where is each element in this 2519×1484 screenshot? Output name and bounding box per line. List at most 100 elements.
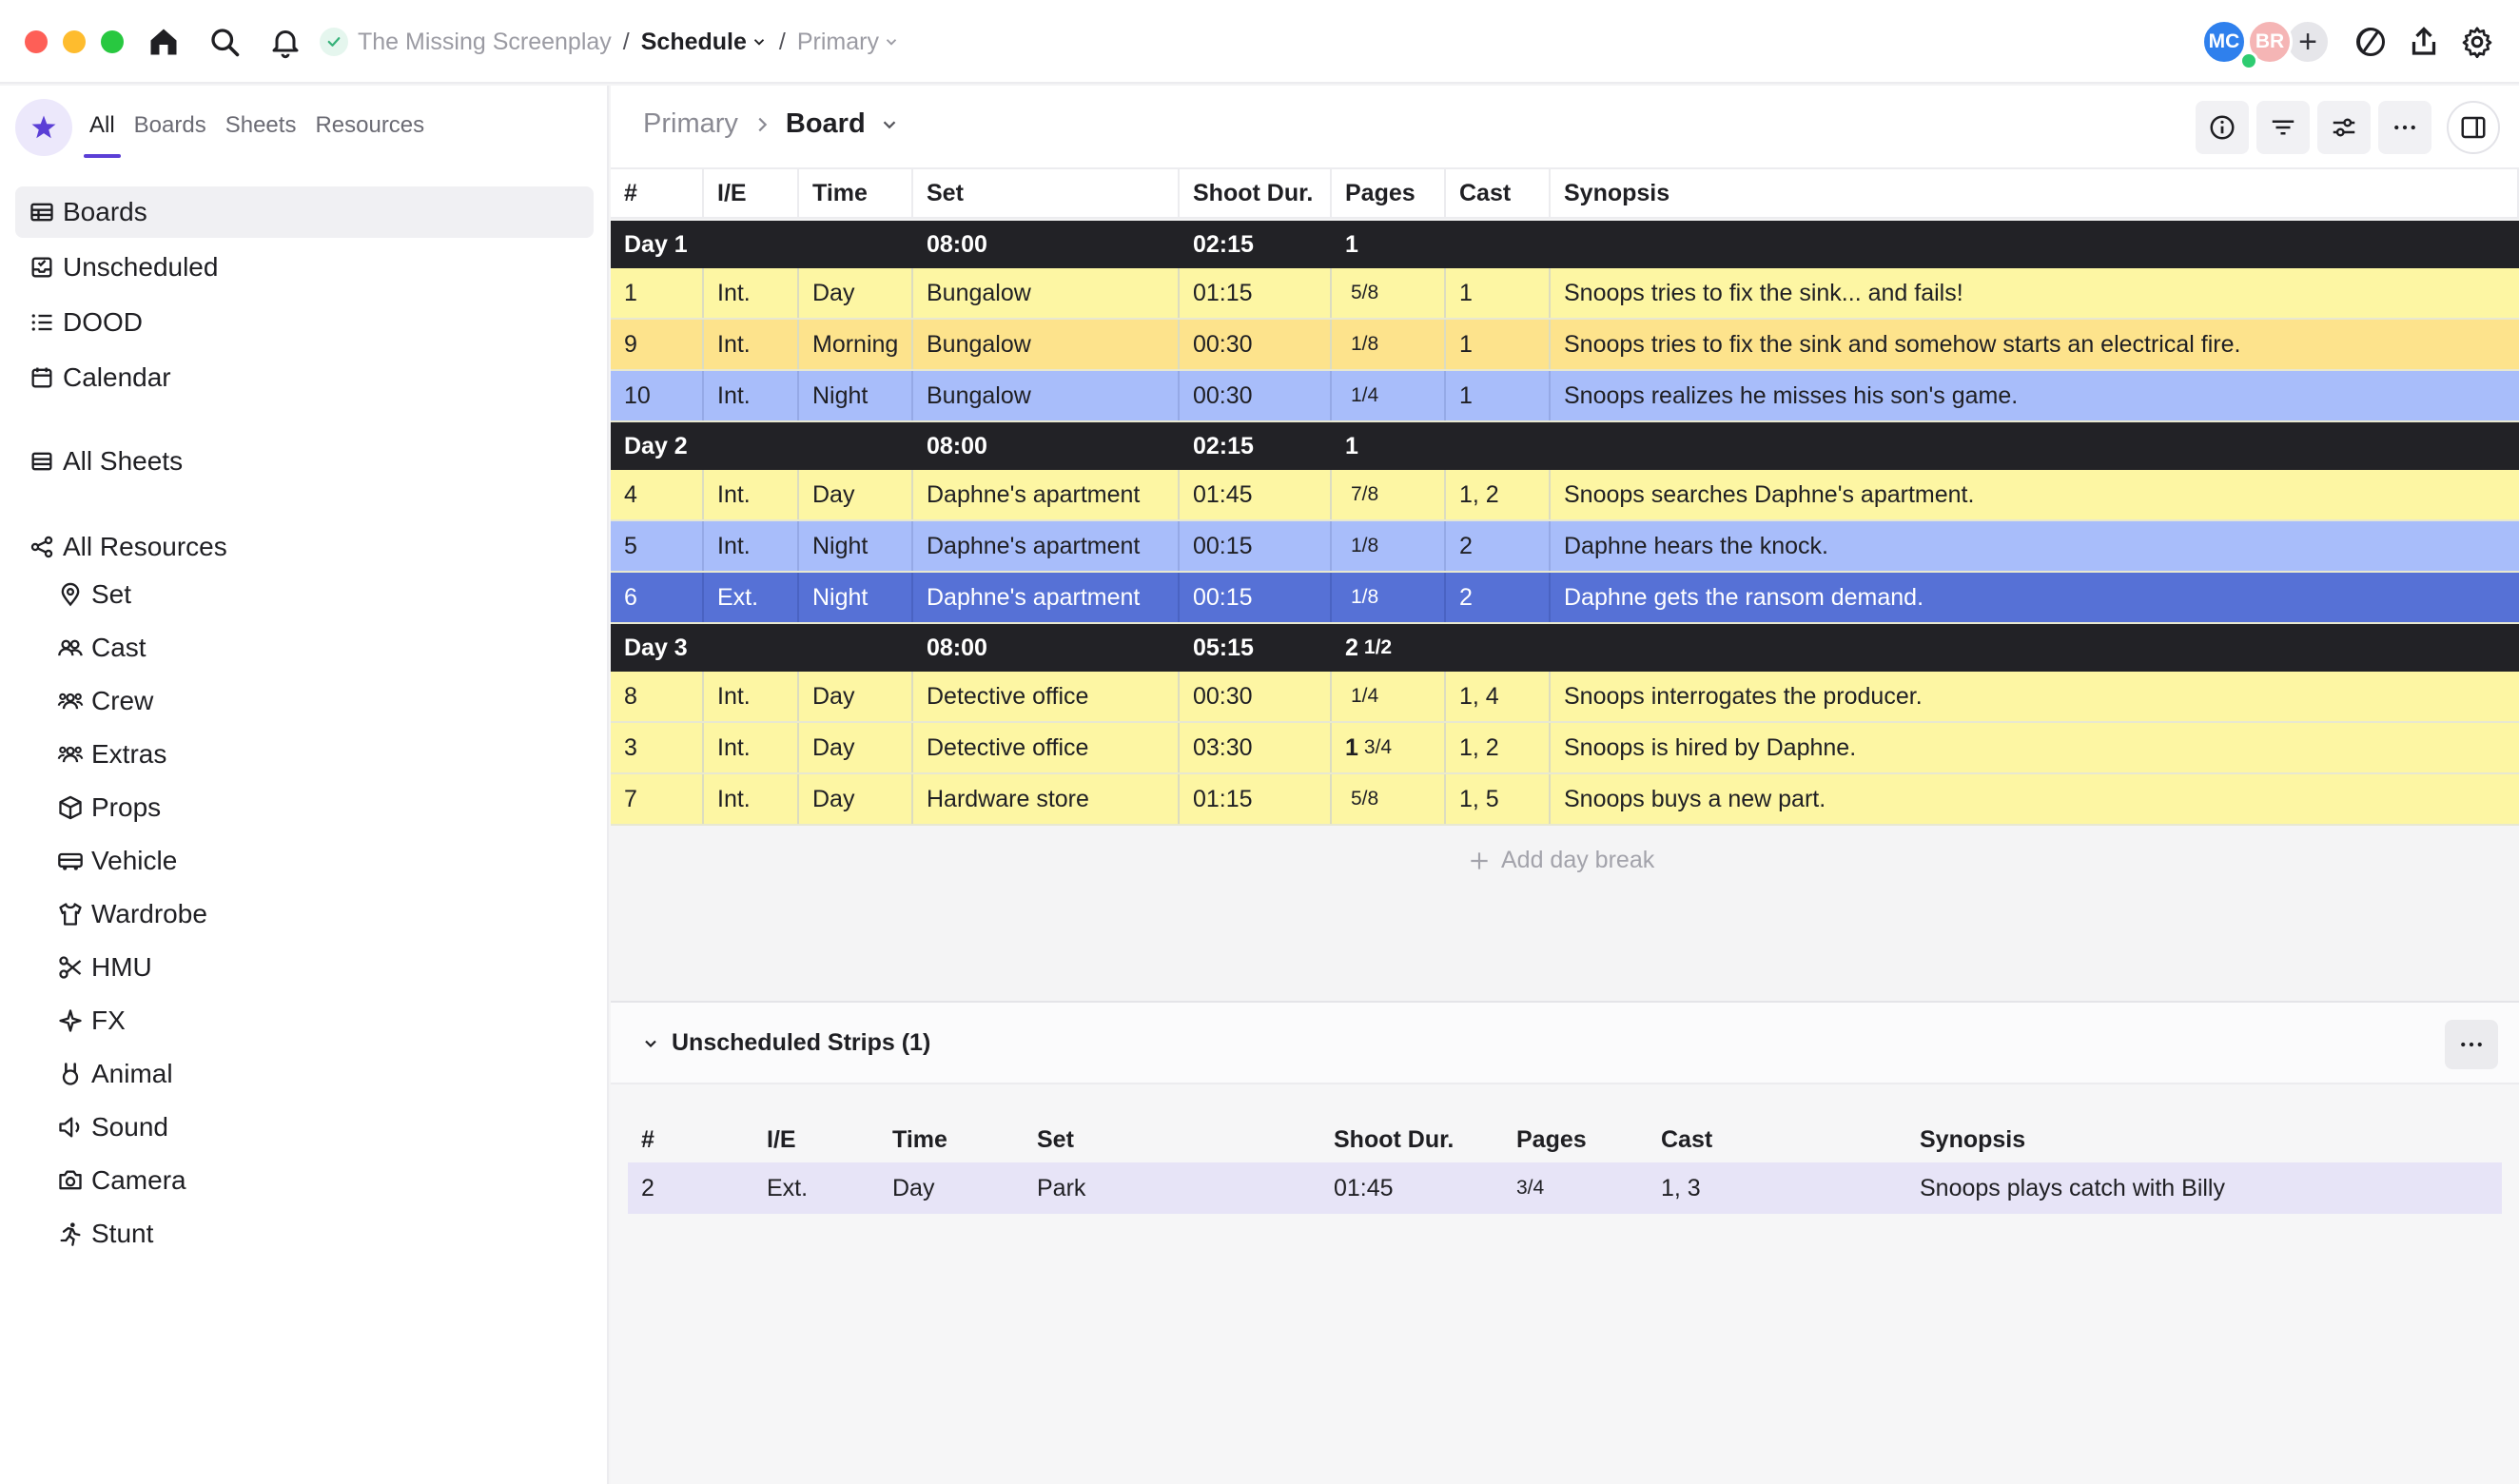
rabbit-icon (57, 1061, 84, 1087)
sidebar-item-extras[interactable]: Extras (44, 729, 576, 780)
scene-number: 8 (611, 672, 704, 721)
set-name: Detective office (913, 672, 1180, 721)
sidebar-item-hmu[interactable]: HMU (44, 942, 576, 993)
breadcrumb-separator: / (622, 28, 630, 55)
day-break-row[interactable]: Day 1 08:00 02:15 1 (611, 221, 2519, 268)
sidebar-item-stunt[interactable]: Stunt (44, 1208, 576, 1259)
info-button[interactable] (2196, 101, 2249, 154)
box-icon (57, 794, 84, 821)
workspace-logo[interactable] (15, 99, 72, 156)
schedule-dropdown[interactable]: Schedule (641, 29, 768, 56)
unscheduled-toggle[interactable]: Unscheduled Strips (1) (641, 1029, 930, 1057)
sidebar-item-label: Sound (91, 1112, 168, 1142)
version-dropdown[interactable]: Primary (797, 29, 900, 56)
column-header[interactable]: Cast (1446, 169, 1551, 217)
sidebar-item-crew[interactable]: Crew (44, 675, 576, 727)
strip-row[interactable]: 9 Int. Morning Bungalow 00:30 1/8 1 Snoo… (611, 320, 2519, 371)
strip-row[interactable]: 3 Int. Day Detective office 03:30 1 3/4 1… (611, 723, 2519, 774)
column-header[interactable]: Time (892, 1126, 947, 1153)
tab-all[interactable]: All (84, 112, 121, 158)
int-ext: Int. (704, 723, 799, 772)
project-name-link[interactable]: The Missing Screenplay (358, 28, 612, 55)
window-close-button[interactable] (25, 30, 48, 53)
map-pin-icon (57, 581, 84, 608)
column-header[interactable]: Shoot Dur. (1180, 169, 1332, 217)
schedule-label: Schedule (640, 28, 747, 55)
pages: 3/4 (1516, 1177, 1545, 1199)
day-break-row[interactable]: Day 2 08:00 02:15 1 (611, 422, 2519, 470)
strip-row[interactable]: 1 Int. Day Bungalow 01:15 5/8 1 Snoops t… (611, 268, 2519, 320)
column-header[interactable]: Synopsis (1551, 169, 2519, 217)
breadcrumb-parent[interactable]: Primary (643, 108, 738, 139)
sidebar-toggle-button[interactable] (2447, 101, 2500, 154)
strip-row[interactable]: 7 Int. Day Hardware store 01:15 5/8 1, 5… (611, 774, 2519, 826)
shoot-duration: 01:45 (1334, 1174, 1394, 1201)
column-header[interactable]: Pages (1516, 1126, 1587, 1153)
sidebar-item-calendar[interactable]: Calendar (15, 352, 594, 403)
chevron-down-icon (751, 33, 768, 50)
column-header[interactable]: Time (799, 169, 913, 217)
avatar[interactable]: BR (2247, 19, 2293, 65)
column-header[interactable]: I/E (767, 1126, 796, 1153)
scene-number: 6 (611, 573, 704, 622)
filter-button[interactable] (2256, 101, 2310, 154)
sidebar-item-camera[interactable]: Camera (44, 1155, 576, 1206)
strip-row[interactable]: 8 Int. Day Detective office 00:30 1/4 1,… (611, 672, 2519, 723)
column-header[interactable]: Synopsis (1920, 1126, 2026, 1153)
home-icon[interactable] (143, 21, 185, 63)
strip-row[interactable]: 6 Ext. Night Daphne's apartment 00:15 1/… (611, 573, 2519, 624)
sidebar-item-label: Crew (91, 686, 154, 715)
sidebar-item-all-sheets[interactable]: All Sheets (15, 436, 594, 487)
unscheduled-more-button[interactable] (2445, 1020, 2498, 1069)
column-header[interactable]: # (641, 1126, 654, 1153)
chevron-down-icon[interactable] (879, 114, 900, 135)
sidebar-item-vehicle[interactable]: Vehicle (44, 835, 576, 887)
column-header[interactable]: Pages (1332, 169, 1446, 217)
sidebar-item-set[interactable]: Set (44, 569, 576, 620)
sidebar-item-animal[interactable]: Animal (44, 1048, 576, 1100)
strip-row[interactable]: 4 Int. Day Daphne's apartment 01:45 7/8 … (611, 470, 2519, 521)
search-icon[interactable] (204, 21, 245, 63)
tab-boards[interactable]: Boards (133, 112, 206, 138)
stats-icon[interactable] (2350, 21, 2392, 63)
column-header[interactable]: Set (1037, 1126, 1074, 1153)
column-header[interactable]: Shoot Dur. (1334, 1126, 1455, 1153)
share-icon[interactable] (2403, 21, 2445, 63)
sidebar-item-all-resources[interactable]: All Resources (15, 521, 594, 573)
sidebar-item-unscheduled[interactable]: Unscheduled (15, 242, 594, 293)
time-of-day: Night (799, 573, 913, 622)
bus-icon (57, 848, 84, 874)
sidebar-item-sound[interactable]: Sound (44, 1102, 576, 1153)
strip-row[interactable]: 10 Int. Night Bungalow 00:30 1/4 1 Snoop… (611, 371, 2519, 422)
cast: 1 (1446, 320, 1551, 369)
sidebar-item-fx[interactable]: FX (44, 995, 576, 1046)
sidebar-item-cast[interactable]: Cast (44, 622, 576, 674)
sidebar-item-dood[interactable]: DOOD (15, 297, 594, 348)
sidebar-item-wardrobe[interactable]: Wardrobe (44, 888, 576, 940)
time-of-day: Morning (799, 320, 913, 369)
add-day-break-button[interactable]: Add day break (1467, 847, 1654, 874)
strip-row[interactable]: 5 Int. Night Daphne's apartment 00:15 1/… (611, 521, 2519, 573)
column-header[interactable]: Set (913, 169, 1180, 217)
board-title[interactable]: Board (785, 108, 866, 139)
window-maximize-button[interactable] (101, 30, 124, 53)
sliders-button[interactable] (2317, 101, 2371, 154)
column-header[interactable]: # (611, 169, 704, 217)
column-header[interactable]: I/E (704, 169, 799, 217)
time-of-day: Day (799, 723, 913, 772)
column-header[interactable]: Cast (1661, 1126, 1713, 1153)
bell-icon[interactable] (264, 21, 306, 63)
sidebar-item-boards[interactable]: Boards (15, 186, 594, 238)
unscheduled-strip-row[interactable]: 2 Ext. Day Park 01:45 3/4 1, 3 Snoops pl… (628, 1162, 2502, 1214)
share-nodes-icon (29, 534, 55, 560)
day-pages: 1 (1345, 432, 1358, 459)
window-minimize-button[interactable] (63, 30, 86, 53)
synopsis: Snoops tries to fix the sink and somehow… (1564, 330, 2241, 358)
tab-sheets[interactable]: Sheets (225, 112, 297, 138)
gear-icon[interactable] (2456, 21, 2498, 63)
more-options-button[interactable] (2378, 101, 2431, 154)
sidebar-item-props[interactable]: Props (44, 782, 576, 833)
tab-resources[interactable]: Resources (315, 112, 425, 138)
synopsis: Snoops buys a new part. (1564, 785, 1826, 812)
day-break-row[interactable]: Day 3 08:00 05:15 2 1/2 (611, 624, 2519, 672)
